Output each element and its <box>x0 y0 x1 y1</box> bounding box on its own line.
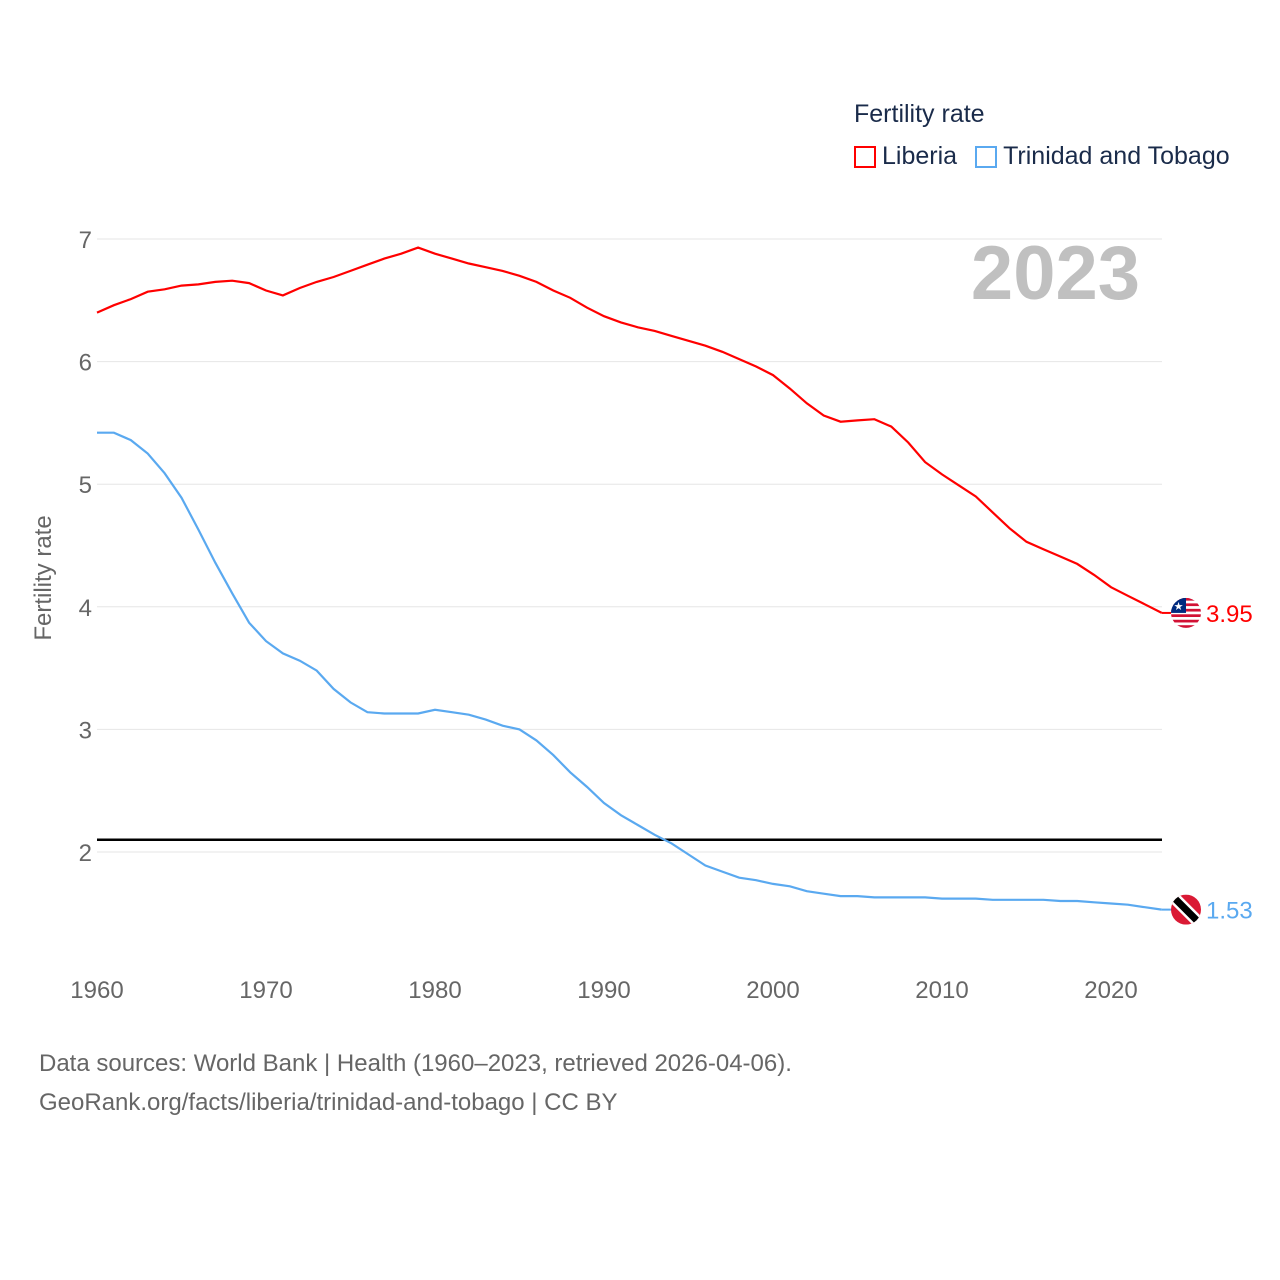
legend-item-trinidad[interactable]: Trinidad and Tobago <box>975 142 1230 171</box>
legend-label: Trinidad and Tobago <box>1003 142 1230 170</box>
end-value-label: 3.95 <box>1206 601 1253 628</box>
x-tick-label: 1970 <box>239 977 292 1004</box>
x-tick-label: 1990 <box>577 977 630 1004</box>
source-text: Data sources: World Bank | Health (1960–… <box>39 1050 792 1077</box>
y-tick-label: 6 <box>79 350 92 377</box>
y-tick-label: 2 <box>79 840 92 867</box>
x-tick-label: 1980 <box>408 977 461 1004</box>
legend-swatch-trinidad <box>975 145 998 168</box>
x-tick-label: 2010 <box>915 977 968 1004</box>
liberia-flag-icon: ★ <box>1171 597 1201 628</box>
legend-item-liberia[interactable]: Liberia <box>854 142 957 171</box>
x-tick-label: 2020 <box>1084 977 1137 1004</box>
legend-title: Fertility rate <box>854 100 985 128</box>
y-tick-label: 5 <box>79 472 92 499</box>
legend: Liberia Trinidad and Tobago <box>854 142 1230 171</box>
source-link[interactable]: GeoRank.org/facts/liberia/trinidad-and-t… <box>39 1089 618 1116</box>
y-tick-label: 7 <box>79 227 92 254</box>
svg-text:★: ★ <box>1174 601 1184 613</box>
year-label: 2023 <box>971 231 1140 316</box>
x-tick-label: 1960 <box>70 977 123 1004</box>
y-axis-label: Fertility rate <box>30 515 57 640</box>
legend-swatch-liberia <box>854 145 876 168</box>
footer: Data sources: World Bank | Health (1960–… <box>39 1044 792 1122</box>
y-tick-label: 4 <box>79 595 92 622</box>
legend-label: Liberia <box>882 142 958 170</box>
x-tick-label: 2000 <box>746 977 799 1004</box>
trinidad-flag-icon <box>1171 894 1201 925</box>
series-line-0 <box>96 246 1163 614</box>
end-value-label: 1.53 <box>1206 898 1253 925</box>
series-line-1 <box>97 431 1162 911</box>
y-tick-label: 3 <box>79 717 92 744</box>
